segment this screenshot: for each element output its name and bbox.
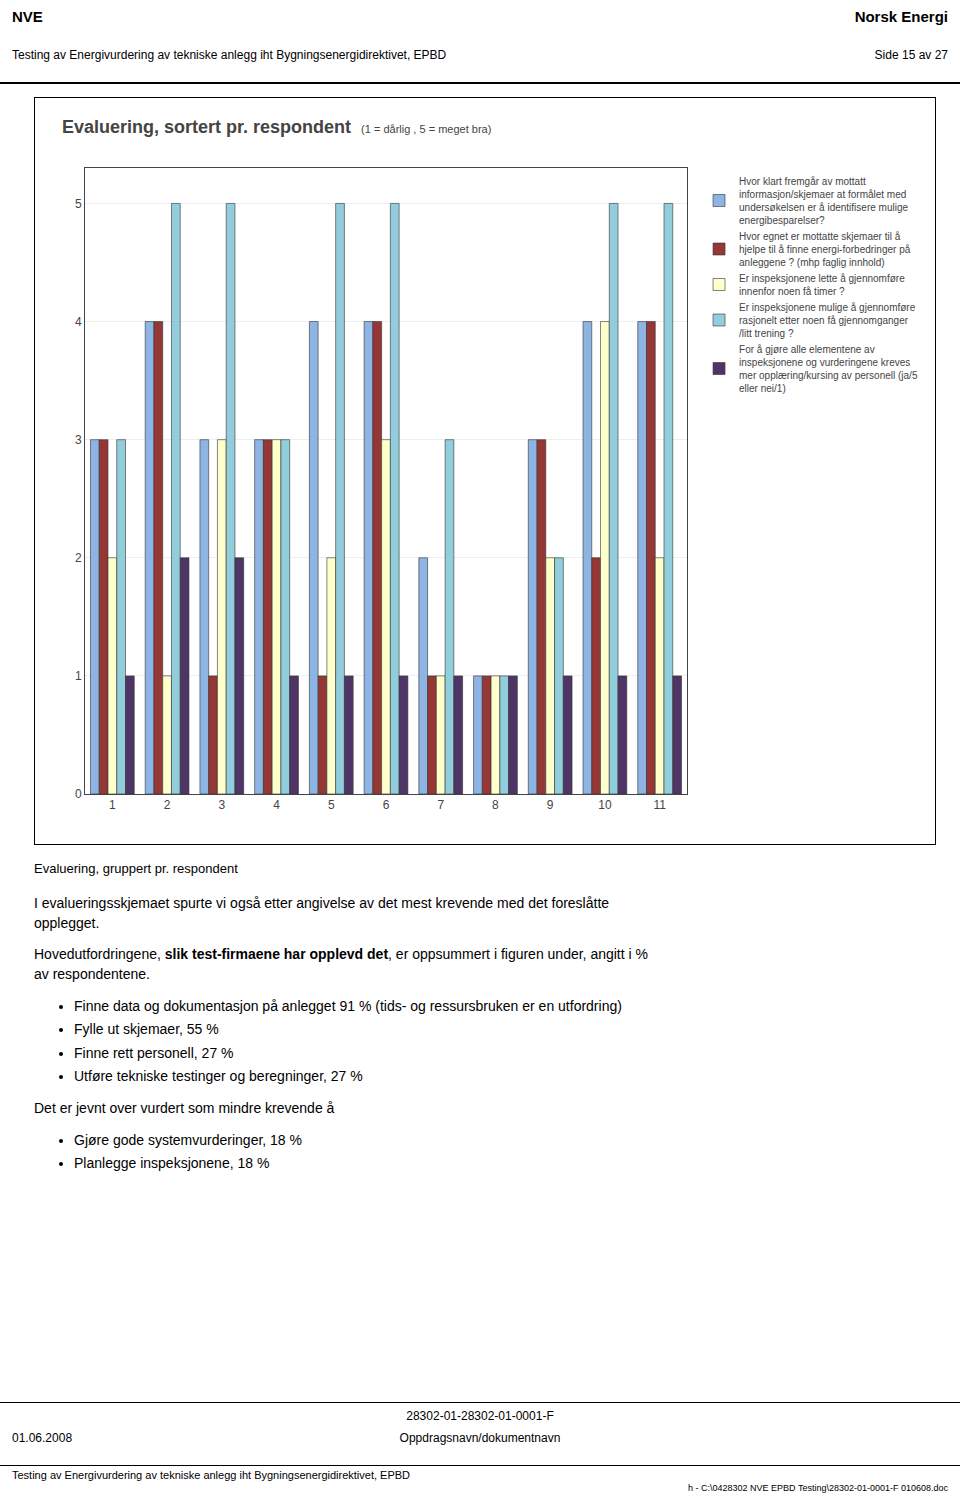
html-text:Evaluering, gruppert pr. respo: Evaluering, gruppert pr. respondent — [34, 861, 238, 876]
svg-text:10: 10 — [598, 798, 612, 812]
html-text:Testing av Energivurdering av: Testing av Energivurdering av tekniske a… — [12, 1469, 411, 1481]
html-text:h - C:\0428302 NVE EPBD Testin: h - C:\0428302 NVE EPBD Testing\28302-01… — [688, 1483, 948, 1493]
svg-text:Hvor klart fremgår av mottatti: Hvor klart fremgår av mottattinformasjon… — [739, 176, 908, 226]
html-text:Fylle ut skjemaer, 55 %: Fylle ut skjemaer, 55 % — [74, 1021, 219, 1038]
svg-text:0: 0 — [75, 787, 82, 801]
svg-text:1: 1 — [75, 669, 82, 683]
svg-text:5: 5 — [328, 798, 335, 812]
html-text:Finne rett personell, 27 %: Finne rett personell, 27 % — [74, 1044, 234, 1061]
html-text:Testing av Energivurdering av: Testing av Energivurdering av tekniske a… — [12, 48, 447, 62]
svg-text:2: 2 — [75, 551, 82, 565]
svg-text:For å gjøre alle elementene av: For å gjøre alle elementene avinspeksjon… — [739, 344, 918, 394]
svg-text:8: 8 — [492, 798, 499, 812]
svg-text:9: 9 — [547, 798, 554, 812]
svg-text:2: 2 — [164, 798, 171, 812]
svg-text:1: 1 — [109, 798, 116, 812]
html-text:Planlegge inspeksjonene, 18 %: Planlegge inspeksjonene, 18 % — [74, 1155, 270, 1172]
html-text:01.06.2008: 01.06.2008 — [12, 1431, 73, 1445]
html-text:Norsk Energi: Norsk Energi — [854, 8, 948, 25]
svg-text:4: 4 — [75, 315, 82, 329]
svg-text:Er inspeksjonene mulige å gjen: Er inspeksjonene mulige å gjennomføreras… — [739, 302, 916, 339]
html-text:Hovedutfordringene, slik test-: Hovedutfordringene, slik test-firmaene h… — [34, 946, 648, 982]
svg-text:Evaluering, sortert pr. respon: Evaluering, sortert pr. respondent (1 = … — [62, 117, 491, 137]
html-text:Side 15 av 27: Side 15 av 27 — [874, 48, 948, 62]
svg-text:7: 7 — [437, 798, 444, 812]
html-text:I evalueringsskjemaet spurte v: I evalueringsskjemaet spurte vi også ett… — [34, 895, 610, 931]
html-text:Finne data og dokumentasjon på: Finne data og dokumentasjon på anlegget … — [74, 997, 622, 1014]
svg-text:Hvor egnet er mottatte skjemae: Hvor egnet er mottatte skjemaer til åhje… — [739, 231, 911, 268]
svg-text:5: 5 — [75, 197, 82, 211]
html-text:NVE: NVE — [12, 8, 43, 25]
svg-text:Er inspeksjonene lette å gjenn: Er inspeksjonene lette å gjennomføreinne… — [739, 273, 905, 297]
html-text:Oppdragsnavn/dokumentnavn: Oppdragsnavn/dokumentnavn — [399, 1431, 561, 1445]
html-text:Utføre tekniske testinger og b: Utføre tekniske testinger og beregninger… — [74, 1068, 363, 1085]
svg-text:3: 3 — [218, 798, 225, 812]
svg-text:6: 6 — [383, 798, 390, 812]
svg-text:4: 4 — [273, 798, 280, 812]
html-text:Gjøre gode systemvurderinger,: Gjøre gode systemvurderinger, 18 % — [74, 1131, 302, 1148]
html-text:Det er jevnt over vurdert som: Det er jevnt over vurdert som mindre kre… — [34, 1099, 335, 1116]
svg-text:3: 3 — [75, 433, 82, 447]
svg-text:11: 11 — [653, 798, 666, 812]
html-text:28302-01-28302-01-0001-F: 28302-01-28302-01-0001-F — [406, 1409, 554, 1423]
